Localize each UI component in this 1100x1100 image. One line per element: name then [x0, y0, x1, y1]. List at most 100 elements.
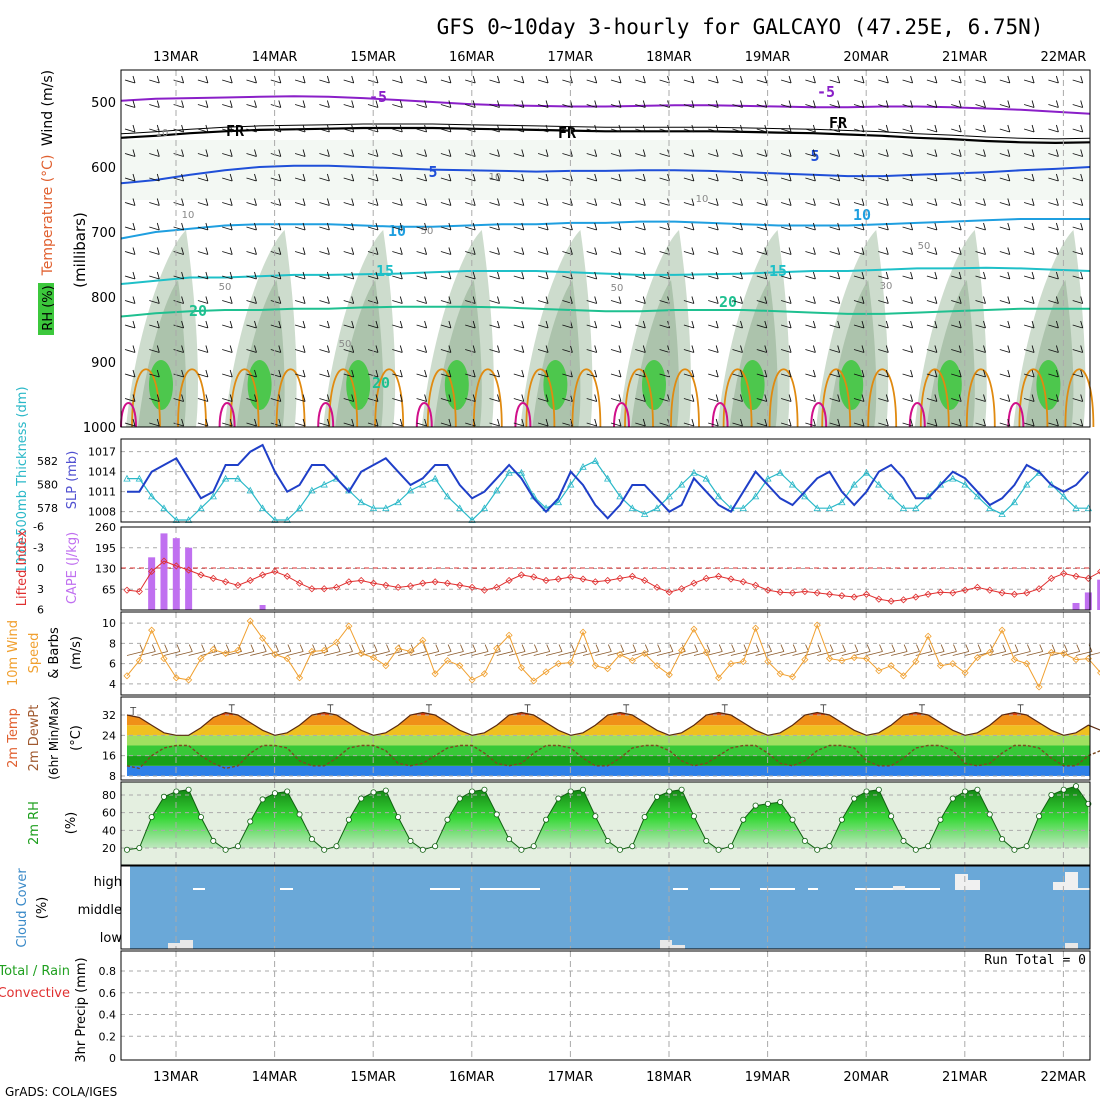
cloud-high-bar — [1065, 872, 1078, 890]
wind-barb — [926, 418, 938, 427]
cape-bar — [160, 533, 168, 610]
wind-barb — [294, 320, 306, 329]
rh2m-tick: 60 — [102, 807, 116, 820]
wind-barb — [732, 271, 743, 280]
lifted-index-marker — [345, 578, 353, 586]
thickness-marker — [382, 504, 390, 512]
wind-barb — [197, 394, 209, 402]
rh2m-marker — [419, 846, 426, 853]
wind-barb — [610, 173, 622, 182]
cape-tick: 195 — [95, 542, 116, 555]
wind-barb — [732, 173, 743, 182]
wind-barb — [586, 75, 598, 84]
wind-barb — [853, 149, 865, 157]
wind-barb — [878, 296, 889, 304]
wind-barb — [343, 75, 355, 84]
wind-barb — [1072, 394, 1084, 402]
rh2m-marker — [851, 795, 858, 802]
rh-high-area — [543, 360, 568, 410]
wind-barb — [756, 418, 768, 427]
lifted-index-marker — [542, 576, 550, 585]
wind-barb — [756, 75, 768, 84]
lifted-index-marker — [1072, 572, 1080, 580]
wind-barb — [732, 247, 743, 255]
wind-speed-marker — [838, 657, 846, 665]
thickness-marker — [825, 504, 834, 512]
wind-barb-10m — [755, 644, 772, 656]
precip-tick: 0.2 — [99, 1030, 117, 1043]
wind-barb — [489, 394, 500, 402]
wind-barb-10m — [213, 644, 230, 656]
lifted-index-marker — [222, 578, 230, 586]
wind-barb — [829, 296, 841, 304]
rh2m-marker — [148, 814, 155, 821]
wind-barb — [1072, 124, 1084, 133]
wind-barb — [610, 149, 622, 157]
thickness-marker — [258, 504, 267, 512]
wind-barb — [926, 247, 938, 255]
temp-band — [127, 745, 1090, 756]
wind-barb — [149, 369, 160, 378]
wind-barb — [683, 75, 695, 84]
wind-barb — [124, 124, 136, 133]
wind-barb — [683, 198, 695, 206]
rh2m-marker — [444, 816, 451, 823]
wind-barb — [1023, 198, 1035, 206]
wind-barb — [756, 173, 768, 182]
wind-barb — [732, 75, 743, 84]
rh2m-marker — [185, 786, 192, 793]
rh2m-marker — [382, 787, 389, 794]
wind-barb — [999, 394, 1011, 402]
lifted-index-marker — [727, 575, 735, 583]
lifted-index-marker — [665, 588, 673, 596]
wind-barb — [683, 394, 695, 402]
wind-barb — [246, 149, 257, 157]
wind-barb — [294, 247, 306, 255]
wind-barb — [367, 271, 379, 280]
wind-barb-10m — [262, 644, 279, 656]
lifted-index-marker — [1097, 568, 1100, 575]
wind-speed-marker — [801, 656, 809, 664]
wind-barb — [343, 345, 355, 353]
thickness-marker — [875, 480, 883, 488]
wind-barb — [683, 100, 695, 108]
rh-high-area — [642, 360, 666, 410]
li-tick: 6 — [37, 604, 44, 617]
wind-barb — [878, 320, 889, 329]
lifted-index-marker — [480, 586, 488, 594]
wind-speed-marker — [875, 667, 883, 675]
wind-barb — [732, 345, 743, 353]
cape-tick: 65 — [102, 583, 116, 596]
rh2m-marker — [826, 843, 833, 850]
wind-barb — [537, 271, 549, 280]
wind-barb — [149, 345, 160, 353]
wind-barb — [465, 320, 476, 329]
wind-barb — [513, 247, 525, 255]
cape-bar — [1072, 602, 1080, 610]
temp-tick: 8 — [109, 770, 116, 783]
wind-barb — [197, 271, 209, 280]
thickness-marker — [949, 474, 957, 482]
wind-barb-10m — [656, 644, 674, 656]
wind-barb — [222, 320, 233, 329]
wind-barb — [780, 124, 792, 133]
isotherm-loop-25 — [711, 402, 729, 428]
wind-barb-10m — [373, 644, 390, 656]
lifted-index-marker — [949, 589, 957, 597]
wind-barb — [392, 296, 403, 304]
wind-barb — [416, 271, 428, 280]
wind-barb — [951, 296, 962, 304]
isotherm-loop — [867, 368, 898, 428]
wind-barb — [222, 198, 233, 206]
axis-label-millibars: (millibars) — [71, 212, 89, 288]
thickness-marker — [320, 480, 328, 488]
wind-barb-10m — [1026, 644, 1044, 656]
wind-barb — [805, 149, 816, 157]
wind-speed-marker — [702, 648, 710, 657]
wind-barb — [1023, 369, 1035, 378]
lifted-index-marker — [197, 571, 205, 579]
wind-barb — [878, 271, 889, 280]
wind-barb — [392, 345, 403, 353]
thickness-marker — [690, 468, 698, 476]
isotherm-loop-25 — [810, 402, 828, 428]
